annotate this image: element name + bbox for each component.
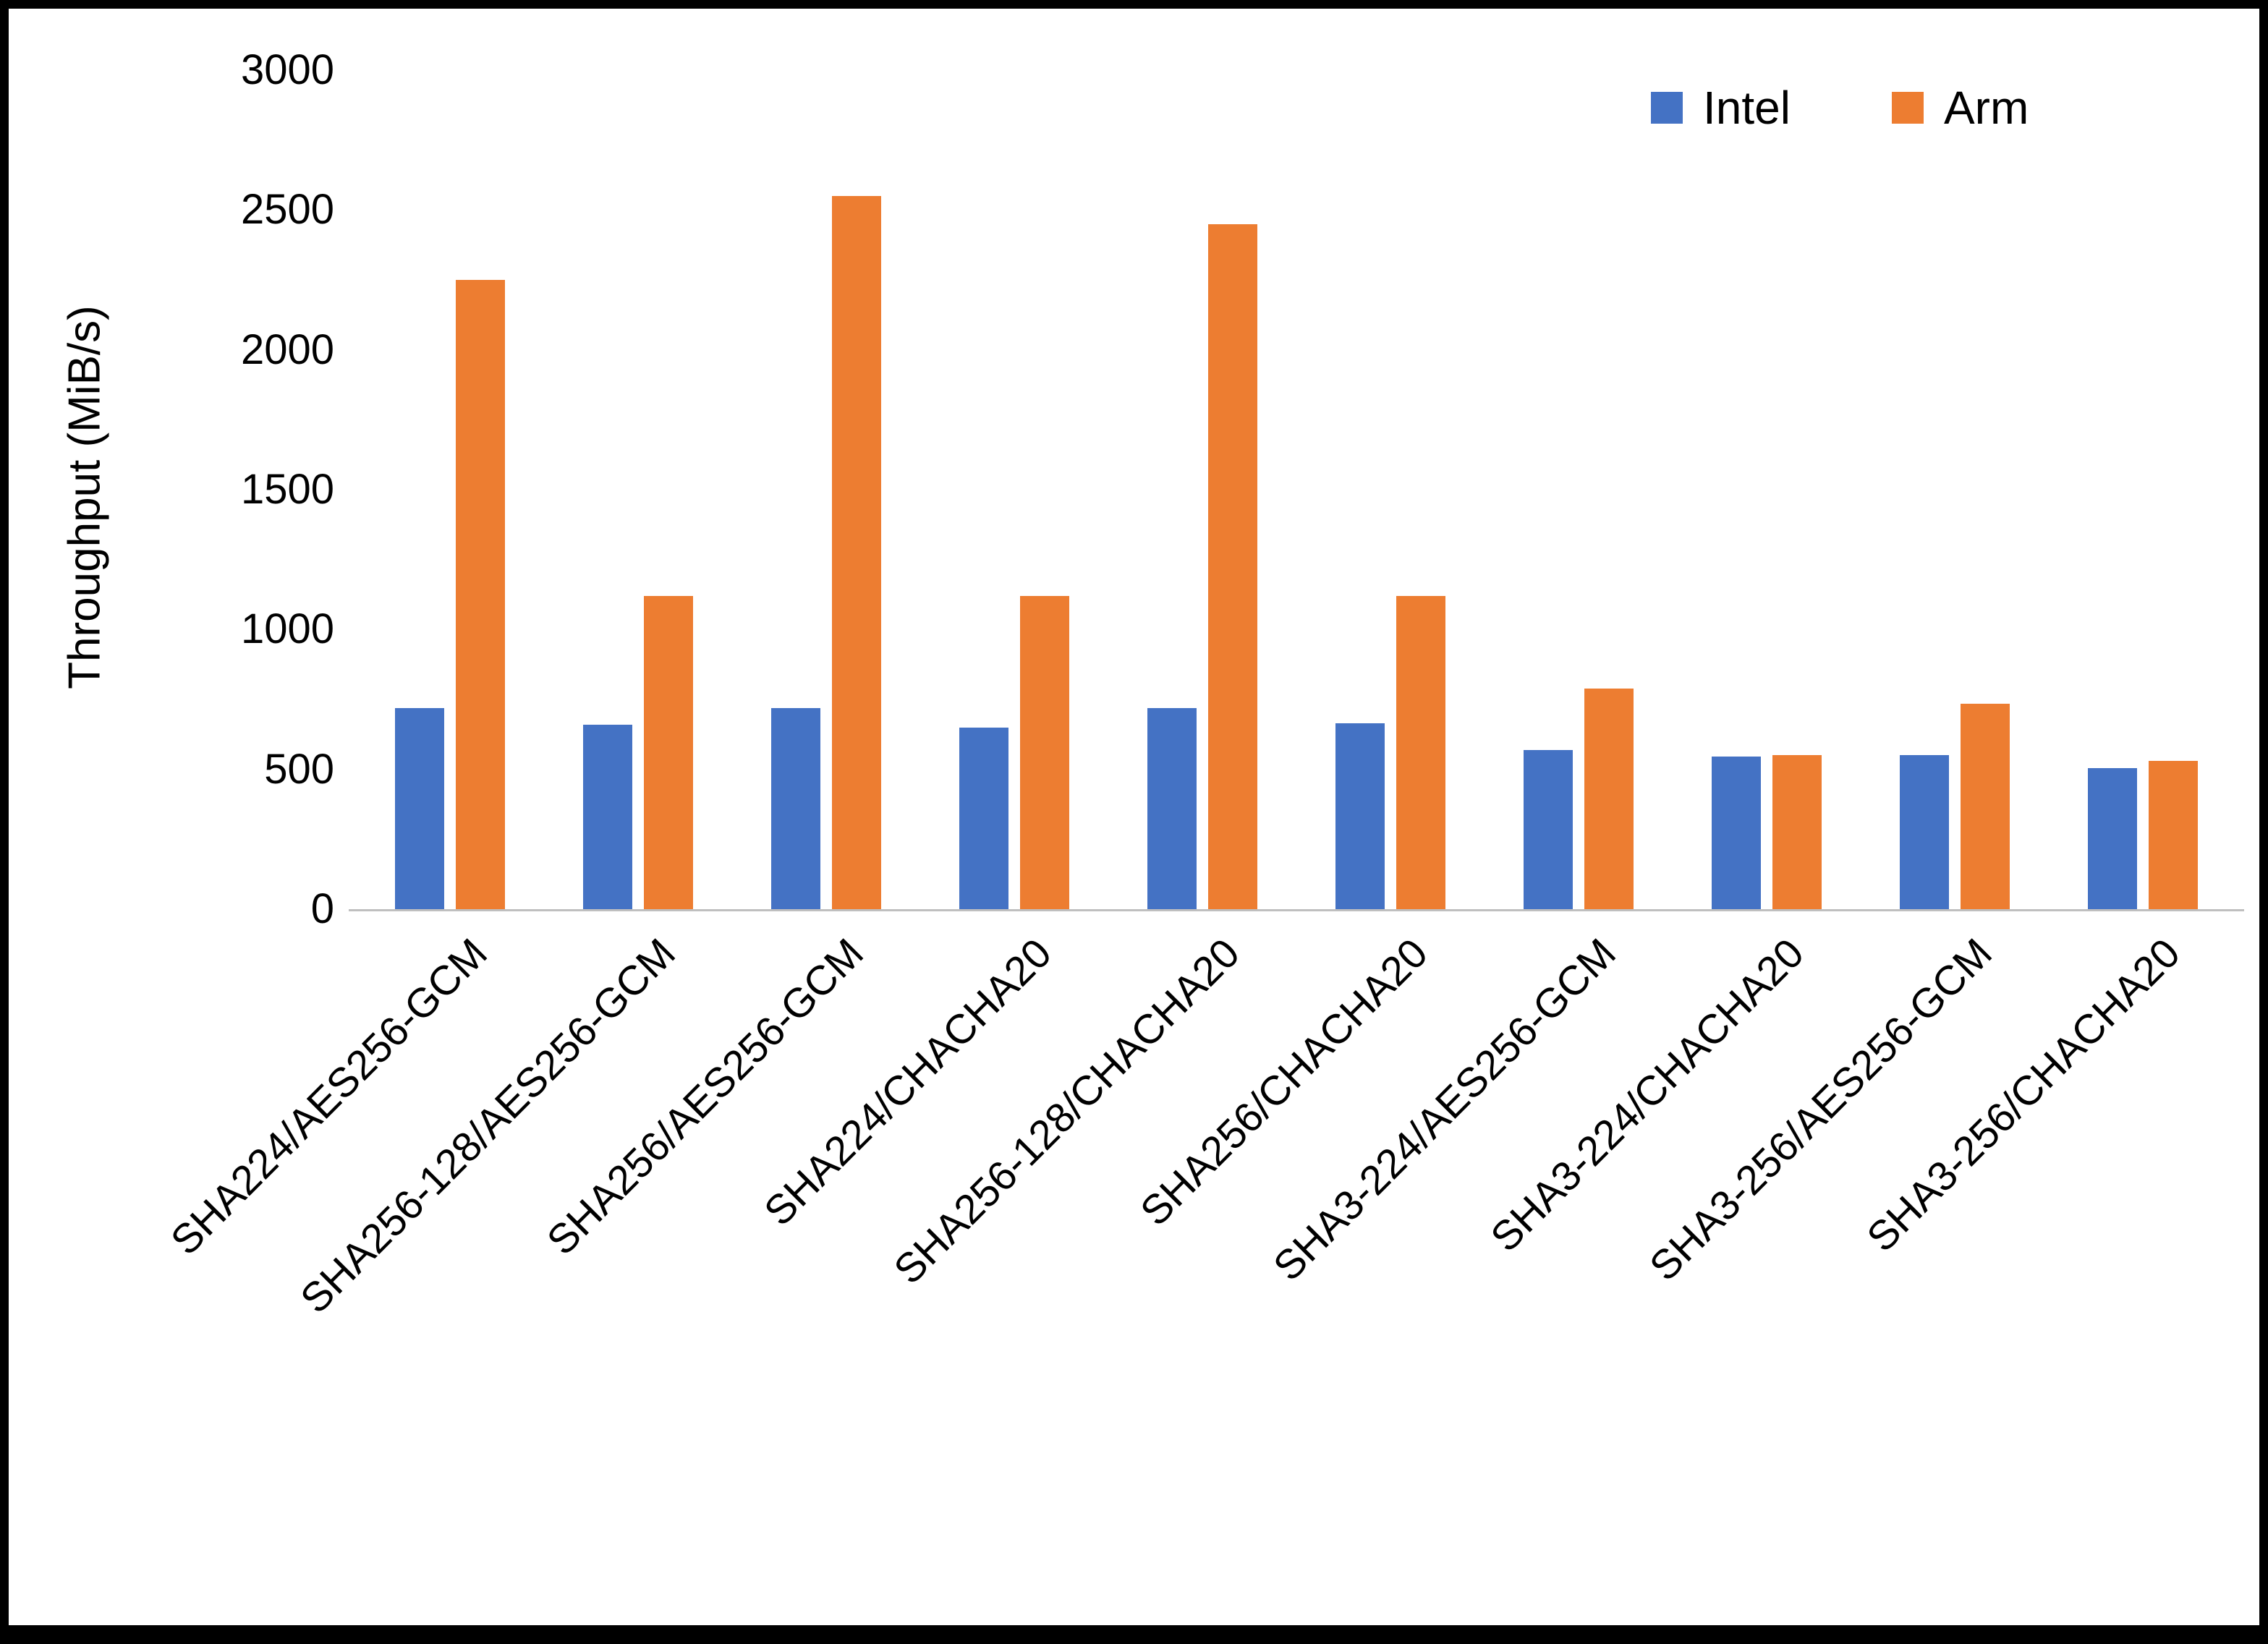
- legend-entry-arm: Arm: [1891, 81, 2029, 135]
- y-tick-label: 1000: [240, 605, 334, 653]
- bar-intel: [1524, 749, 1573, 909]
- bar-intel: [1147, 707, 1197, 909]
- arm-legend-swatch-icon: [1891, 92, 1924, 124]
- bar-arm: [1772, 755, 1822, 909]
- y-tick-label: 2000: [240, 325, 334, 373]
- plot-area: [356, 70, 2237, 909]
- bar-intel: [1712, 757, 1761, 909]
- legend-entry-intel: Intel: [1651, 81, 1791, 135]
- bar-intel: [1900, 755, 1949, 909]
- y-tick-label: 3000: [240, 46, 334, 93]
- bar-arm: [1208, 223, 1257, 909]
- x-axis-line: [349, 909, 2244, 911]
- bar-arm: [1961, 703, 2010, 909]
- bar-arm: [1020, 595, 1069, 909]
- bar-intel: [1335, 723, 1385, 909]
- legend-label-intel: Intel: [1703, 82, 1791, 134]
- y-tick-label: 500: [264, 745, 334, 793]
- y-tick-label: 0: [310, 885, 334, 932]
- legend: Intel Arm: [1651, 81, 2029, 135]
- bar-intel: [395, 707, 444, 909]
- bar-arm: [1584, 688, 1634, 909]
- bar-intel: [771, 707, 820, 909]
- y-tick-label: 2500: [240, 186, 334, 234]
- y-tick-label: 1500: [240, 466, 334, 513]
- bar-intel: [2088, 767, 2137, 909]
- bar-arm: [644, 595, 693, 909]
- intel-legend-swatch-icon: [1651, 92, 1683, 124]
- bar-arm: [456, 280, 505, 909]
- legend-label-arm: Arm: [1943, 82, 2029, 134]
- bar-arm: [832, 196, 881, 909]
- bar-arm: [1396, 595, 1445, 909]
- bar-intel: [583, 724, 632, 909]
- y-axis-title: Throughput (MiB/s): [59, 305, 110, 689]
- bar-arm: [2149, 761, 2198, 909]
- bar-intel: [959, 727, 1008, 909]
